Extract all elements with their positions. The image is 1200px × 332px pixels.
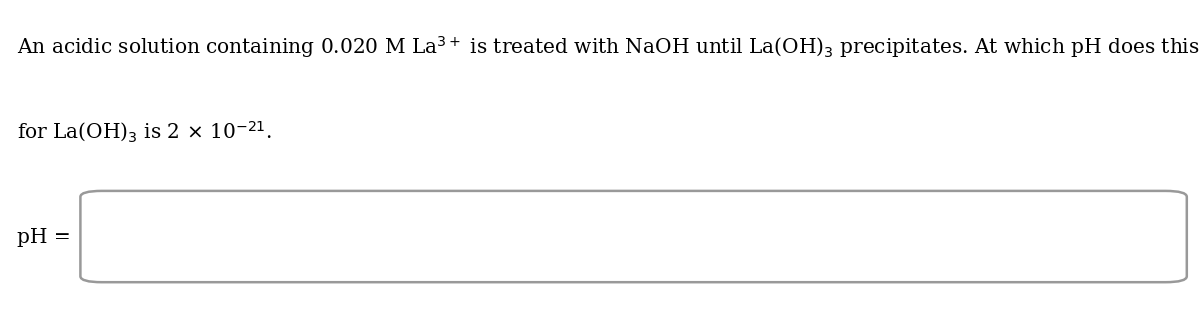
Text: pH =: pH = — [17, 228, 71, 247]
Text: An acidic solution containing 0.020 M La$^{3+}$ is treated with NaOH until La(OH: An acidic solution containing 0.020 M La… — [17, 35, 1200, 63]
Text: for La(OH)$_3$ is 2 $\times$ 10$^{-21}$.: for La(OH)$_3$ is 2 $\times$ 10$^{-21}$. — [17, 120, 272, 144]
FancyBboxPatch shape — [80, 191, 1187, 282]
